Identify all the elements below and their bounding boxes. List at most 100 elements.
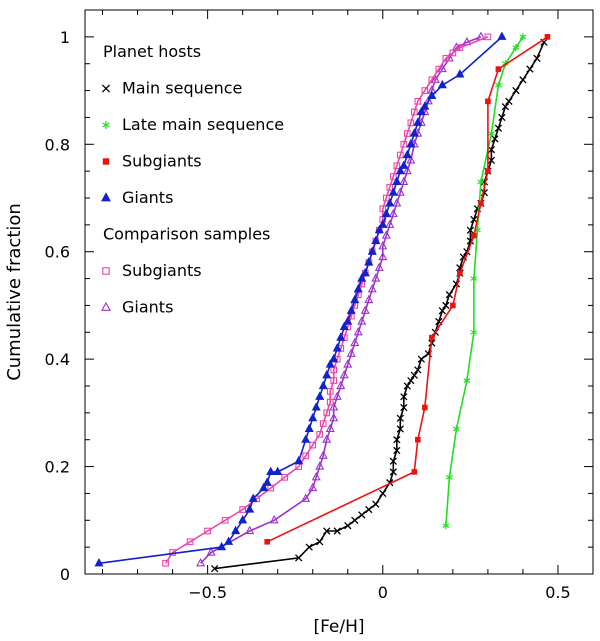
data-point <box>406 155 416 164</box>
data-point <box>449 49 457 57</box>
legend-label: Subgiants <box>122 261 202 280</box>
data-point <box>400 403 408 412</box>
data-point <box>245 504 255 513</box>
legend-label: Late main sequence <box>122 115 284 134</box>
data-point <box>102 121 110 129</box>
data-point <box>273 466 283 476</box>
data-point <box>101 84 111 93</box>
data-point <box>364 294 374 304</box>
y-tick-label: 0.8 <box>45 135 70 154</box>
data-point <box>470 215 478 224</box>
data-point <box>262 477 272 486</box>
data-point <box>245 525 255 535</box>
data-point <box>456 44 464 51</box>
x-tick-label: 0 <box>378 583 388 602</box>
data-point <box>264 538 270 545</box>
data-point <box>374 224 384 234</box>
data-point <box>505 97 513 105</box>
data-point <box>378 219 388 228</box>
data-point <box>332 343 342 352</box>
data-point <box>364 257 374 266</box>
data-point <box>358 511 366 519</box>
data-point <box>330 377 338 384</box>
legend-label: Main sequence <box>122 79 242 98</box>
data-point <box>420 101 430 110</box>
data-point <box>162 559 169 567</box>
data-point <box>343 359 353 368</box>
data-point <box>381 208 391 218</box>
data-point <box>248 493 258 502</box>
series-layer <box>94 31 551 573</box>
data-point <box>470 328 478 336</box>
axis-ticks: −0.5 0 0.5 0 0.2 0.4 0.6 0.8 1 <box>45 10 593 602</box>
data-point <box>329 412 339 422</box>
series-comparison-samples-giants <box>196 31 486 567</box>
data-point <box>329 353 339 363</box>
data-point <box>210 564 219 573</box>
data-point <box>381 230 391 239</box>
data-point <box>477 178 485 186</box>
data-point <box>393 436 401 444</box>
data-point <box>94 557 104 567</box>
data-point <box>101 301 111 311</box>
data-point <box>437 63 447 73</box>
legend-label: Subgiants <box>122 152 202 171</box>
data-point <box>360 267 370 277</box>
data-point <box>442 301 450 310</box>
data-point <box>309 441 317 449</box>
data-point <box>301 434 311 443</box>
data-point <box>378 241 388 250</box>
data-point <box>495 66 502 72</box>
data-point <box>322 434 332 443</box>
data-point <box>423 96 433 105</box>
legend-entry: Giants <box>101 298 173 317</box>
data-point <box>372 500 380 508</box>
data-point <box>512 86 520 95</box>
data-point <box>414 97 422 105</box>
data-point <box>339 321 349 330</box>
data-point <box>487 156 496 165</box>
data-point <box>410 371 418 379</box>
data-point <box>379 489 387 498</box>
data-point <box>221 516 229 524</box>
data-point <box>302 452 310 460</box>
data-point <box>326 388 334 395</box>
data-point <box>526 65 534 73</box>
data-point <box>512 44 520 52</box>
data-point <box>339 369 349 379</box>
data-point <box>445 473 453 481</box>
data-point <box>407 119 415 127</box>
data-point <box>281 473 289 481</box>
data-point <box>217 541 227 551</box>
data-point <box>346 305 356 314</box>
data-point <box>452 425 460 433</box>
y-axis-label: Cumulative fraction <box>4 203 25 381</box>
data-point <box>311 472 321 481</box>
data-point <box>410 108 418 116</box>
data-point <box>544 34 551 40</box>
data-point <box>329 402 339 411</box>
data-point <box>101 192 111 202</box>
series-planet-hosts-main-sequence <box>210 38 548 573</box>
data-point <box>308 412 318 422</box>
data-point <box>414 366 422 374</box>
data-point <box>409 128 419 137</box>
data-point <box>403 130 411 137</box>
data-point <box>445 291 454 299</box>
data-point <box>385 219 395 228</box>
legend-label: Giants <box>122 188 173 207</box>
data-point <box>421 87 429 94</box>
data-point <box>367 246 377 255</box>
legend-entry: Subgiants <box>102 152 202 171</box>
data-point <box>457 270 463 276</box>
data-point <box>350 337 360 347</box>
data-point <box>365 505 373 514</box>
data-point <box>238 514 248 524</box>
data-point <box>351 516 359 524</box>
data-point <box>186 538 194 546</box>
x-tick-label: −0.5 <box>188 583 227 602</box>
data-point <box>429 334 435 341</box>
data-point <box>333 527 341 535</box>
data-point <box>204 527 211 535</box>
